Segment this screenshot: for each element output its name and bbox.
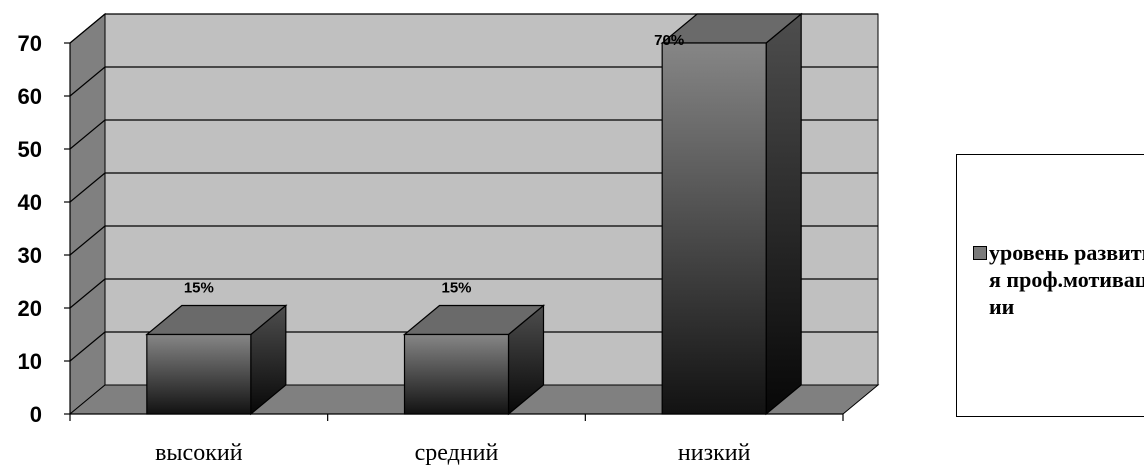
y-tick-label: 10 [18, 349, 42, 374]
y-tick-label: 40 [18, 190, 42, 215]
gridline-side [69, 225, 106, 256]
bar-front [403, 333, 510, 415]
y-tick-label: 70 [18, 31, 42, 56]
legend-label: уровень развития проф.мотивации [989, 240, 1144, 319]
gridline-side [69, 119, 106, 150]
bar-front [146, 333, 252, 415]
gridline-side [69, 331, 106, 362]
bar [660, 12, 803, 416]
y-tick-label: 30 [18, 243, 42, 268]
data-label: 70% [654, 32, 684, 49]
x-category-label: средний [415, 440, 499, 466]
y-tick-label: 0 [30, 402, 42, 427]
bar [145, 304, 288, 416]
legend-swatch [973, 246, 987, 260]
y-tick-label: 50 [18, 137, 42, 162]
x-category-label: высокий [155, 440, 243, 466]
gridline-side [69, 66, 106, 97]
labels: 0 10 20 30 40 50 60 70 15% высокий 15% средний 70% ни… [18, 31, 751, 466]
y-tick-label: 60 [18, 84, 42, 109]
gridline-side [69, 13, 106, 44]
gridline-side [69, 172, 106, 203]
bar-front [661, 42, 767, 415]
data-label: 15% [441, 280, 471, 297]
x-category-label: низкий [678, 440, 751, 466]
gridline-side [69, 278, 106, 309]
y-tick-label: 20 [18, 296, 42, 321]
data-label: 15% [184, 280, 214, 297]
bar [402, 304, 546, 416]
legend: уровень развития проф.мотивации [956, 154, 1144, 417]
bar-side [765, 12, 802, 416]
side-wall [69, 12, 106, 416]
bars [145, 12, 803, 416]
